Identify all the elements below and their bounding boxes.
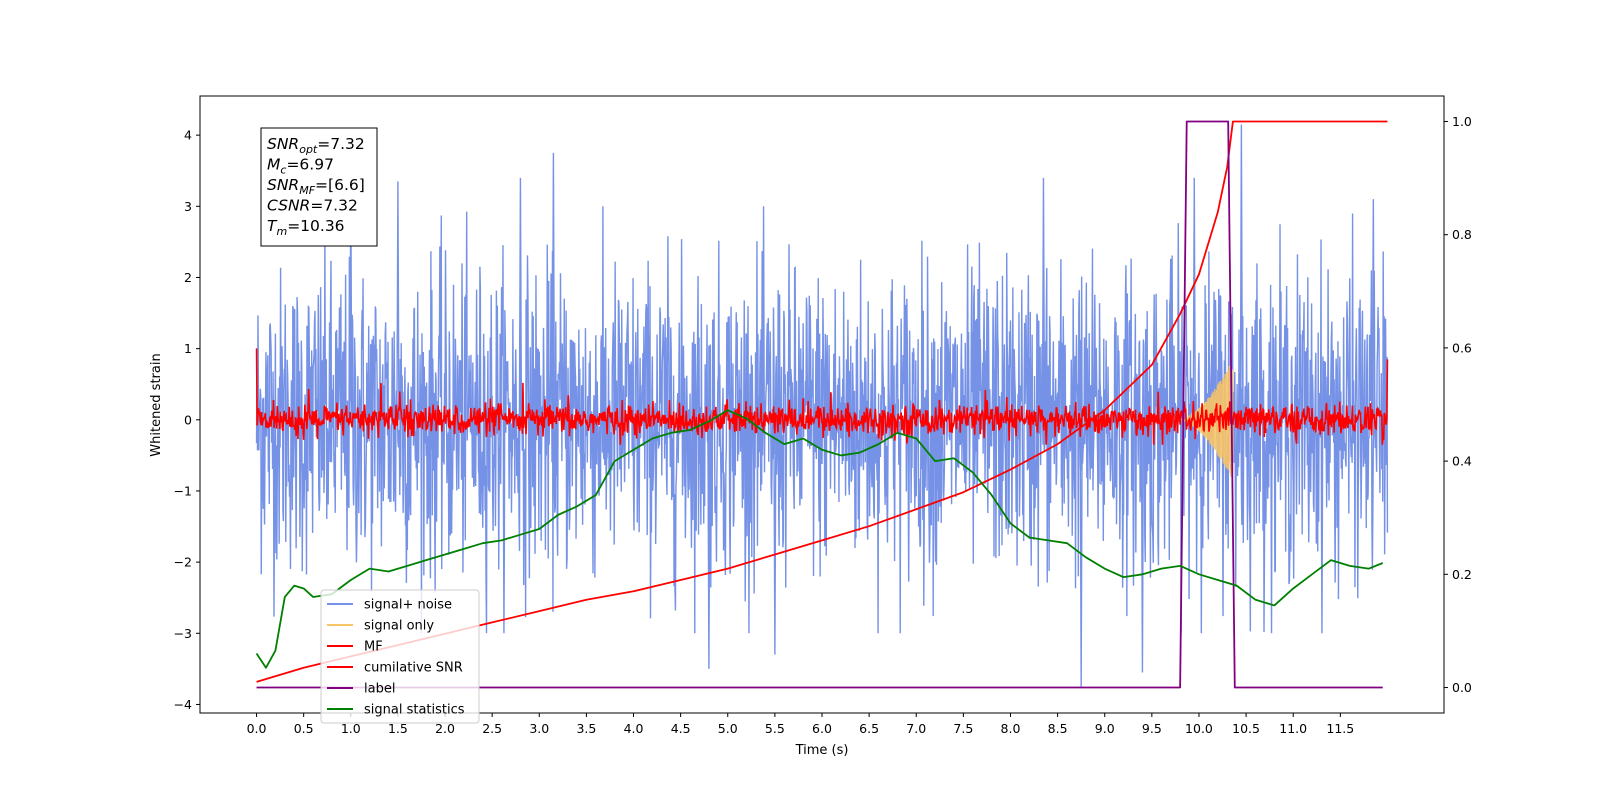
annotation-line: SNRMF=[6.6] (267, 176, 365, 197)
legend: signal+ noise signal only MF cumilative SNR… (320, 589, 480, 724)
legend-label: signal only (364, 619, 434, 634)
signal-plus-noise-peak (551, 152, 556, 420)
y-tick-label: −4 (174, 697, 192, 712)
y-right-tick-label: 0.4 (1452, 454, 1472, 469)
signal-plus-noise-peak (1140, 419, 1145, 673)
x-tick-label: 10.0 (1185, 721, 1213, 736)
x-axis-ticks: 0.0 0.5 1.0 1.5 2.0 2.5 3.0 3.5 4.0 4.5 5.0 5.5 6.0 6… (247, 713, 1354, 736)
x-tick-label: 0.0 (247, 721, 267, 736)
y-tick-label: 1 (184, 341, 192, 356)
signal-plus-noise-peak (1192, 177, 1196, 420)
x-tick-label: 8.5 (1048, 721, 1068, 736)
y-right-tick-label: 0.8 (1452, 227, 1472, 242)
x-tick-label: 7.5 (953, 721, 973, 736)
signal-plus-noise-peak (773, 419, 777, 655)
y-axis-label: Whitened strain (149, 353, 164, 456)
x-tick-label: 4.0 (624, 721, 644, 736)
signal-plus-noise-peak (396, 181, 400, 420)
y-tick-label: 3 (184, 199, 192, 214)
y-tick-label: −2 (174, 555, 192, 570)
x-tick-label: 9.5 (1142, 721, 1162, 736)
x-tick-label: 6.0 (812, 721, 832, 736)
signal-plus-noise-line (255, 206, 1389, 634)
legend-label: signal+ noise (364, 598, 452, 613)
x-tick-label: 0.5 (294, 721, 314, 736)
x-tick-label: 3.0 (529, 721, 549, 736)
x-tick-label: 2.0 (435, 721, 455, 736)
x-tick-label: 7.0 (906, 721, 926, 736)
y-axis-left-ticks: 4 3 2 1 0 −1 −2 −3 −4 (174, 128, 200, 712)
signal-plus-noise-peak (518, 177, 523, 420)
x-tick-label: 10.5 (1232, 721, 1260, 736)
x-tick-label: 8.0 (1001, 721, 1021, 736)
y-tick-label: 2 (184, 270, 192, 285)
x-tick-label: 11.5 (1326, 721, 1354, 736)
x-tick-label: 4.5 (671, 721, 691, 736)
legend-label: MF (364, 640, 383, 655)
y-tick-label: 0 (184, 412, 192, 427)
signal-statistics-line (255, 409, 1384, 669)
legend-label: label (364, 682, 395, 697)
legend-frame (320, 589, 480, 724)
legend-label: cumilative SNR (364, 661, 463, 676)
x-tick-label: 3.5 (576, 721, 596, 736)
x-axis-label: Time (s) (795, 743, 849, 758)
y-right-tick-label: 0.0 (1452, 680, 1472, 695)
annotation-frame (260, 127, 378, 247)
signal-plus-noise-peak (1371, 199, 1376, 420)
y-tick-label: −1 (174, 483, 192, 498)
signal-plus-noise-peak (1041, 177, 1046, 420)
y-right-tick-label: 0.2 (1452, 567, 1472, 582)
y-axis-right-ticks: 1.0 0.8 0.6 0.4 0.2 0.0 (1444, 114, 1472, 695)
series-label (256, 120, 1383, 689)
x-tick-label: 1.0 (341, 721, 361, 736)
annotation-line: Tm=10.36 (267, 217, 345, 238)
signal-plus-noise-peak (707, 419, 711, 669)
y-tick-label: −3 (174, 626, 192, 641)
legend-label: signal statistics (364, 703, 465, 718)
x-tick-label: 11.0 (1279, 721, 1307, 736)
x-tick-label: 5.5 (765, 721, 785, 736)
x-tick-label: 6.5 (859, 721, 879, 736)
mf-line (255, 348, 1389, 445)
signal-plus-noise-peak (1239, 124, 1244, 420)
series-signal-plus-noise (255, 124, 1389, 687)
label-line (256, 120, 1383, 689)
y-right-tick-label: 1.0 (1452, 114, 1472, 129)
x-tick-label: 2.5 (482, 721, 502, 736)
annotation-line: Mc=6.97 (267, 156, 334, 177)
x-tick-label: 1.5 (388, 721, 408, 736)
series-mf (255, 348, 1389, 445)
annotation-line: SNRopt=7.32 (267, 135, 365, 156)
y-right-tick-label: 0.6 (1452, 340, 1472, 355)
y-tick-label: 4 (184, 128, 192, 143)
x-tick-label: 5.0 (718, 721, 738, 736)
x-tick-label: 9.0 (1095, 721, 1115, 736)
annotation-line: CSNR=7.32 (267, 197, 358, 215)
series-signal-statistics (255, 409, 1384, 669)
